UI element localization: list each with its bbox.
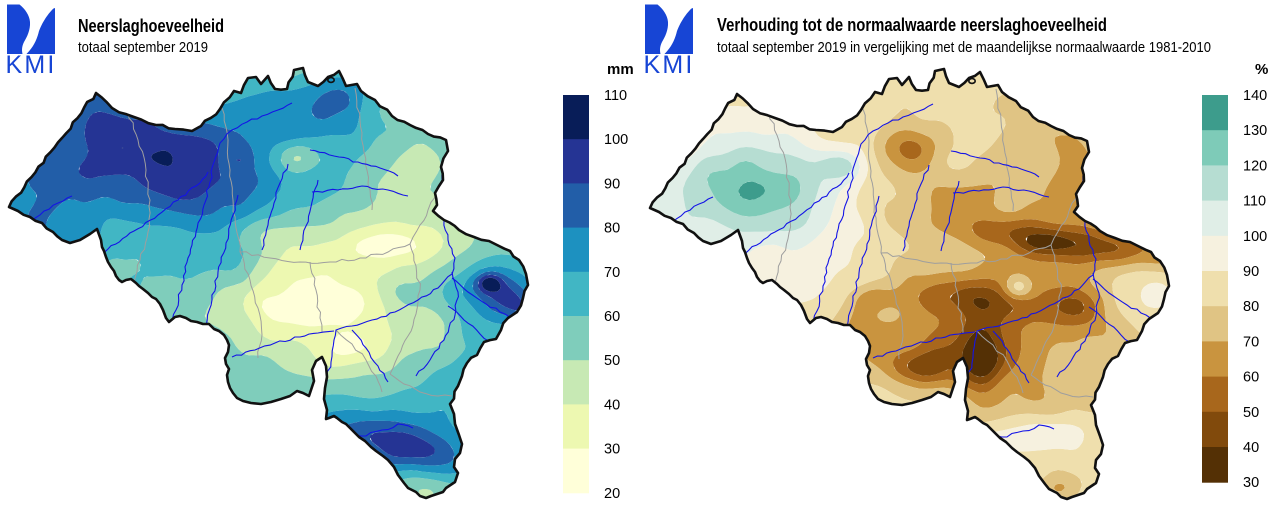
svg-text:100: 100 bbox=[1243, 229, 1267, 245]
svg-text:Neerslaghoeveelheid: Neerslaghoeveelheid bbox=[78, 15, 224, 36]
svg-text:Verhouding tot de normaalwaard: Verhouding tot de normaalwaarde neerslag… bbox=[717, 14, 1107, 35]
svg-text:mm: mm bbox=[607, 61, 634, 78]
svg-text:110: 110 bbox=[604, 88, 627, 104]
svg-text:130: 130 bbox=[1243, 123, 1267, 139]
svg-text:%: % bbox=[1255, 61, 1268, 78]
svg-text:40: 40 bbox=[604, 397, 620, 413]
svg-text:20: 20 bbox=[604, 486, 620, 502]
svg-text:50: 50 bbox=[1243, 405, 1259, 421]
svg-text:100: 100 bbox=[604, 132, 628, 148]
svg-text:50: 50 bbox=[604, 353, 620, 369]
svg-text:KMI: KMI bbox=[6, 51, 57, 79]
svg-text:110: 110 bbox=[1243, 194, 1266, 210]
svg-text:60: 60 bbox=[604, 309, 620, 325]
svg-text:30: 30 bbox=[604, 442, 620, 458]
svg-text:70: 70 bbox=[1243, 334, 1259, 350]
svg-text:80: 80 bbox=[604, 221, 620, 237]
svg-text:40: 40 bbox=[1243, 440, 1259, 456]
svg-text:totaal september 2019 in verge: totaal september 2019 in vergelijking me… bbox=[717, 39, 1211, 56]
svg-text:80: 80 bbox=[1243, 299, 1259, 315]
svg-text:90: 90 bbox=[604, 176, 620, 192]
svg-text:totaal september 2019: totaal september 2019 bbox=[78, 39, 208, 56]
svg-text:30: 30 bbox=[1243, 475, 1259, 491]
svg-text:120: 120 bbox=[1243, 158, 1267, 174]
svg-text:90: 90 bbox=[1243, 264, 1259, 280]
svg-text:60: 60 bbox=[1243, 370, 1259, 386]
svg-text:KMI: KMI bbox=[644, 51, 695, 79]
svg-text:140: 140 bbox=[1243, 88, 1267, 104]
svg-text:70: 70 bbox=[604, 265, 620, 281]
